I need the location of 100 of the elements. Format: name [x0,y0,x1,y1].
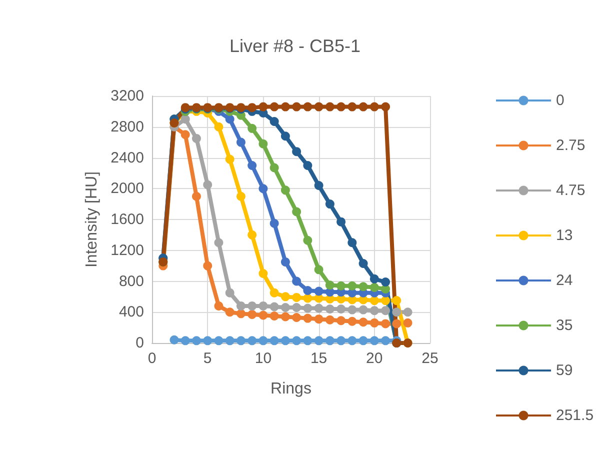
point [236,192,246,201]
point [258,102,268,112]
point [280,102,290,112]
point [348,281,357,290]
point [225,114,234,124]
point [258,301,268,310]
legend-label: 24 [556,272,573,289]
point [303,160,312,170]
chart-title: Liver #8 - CB5-1 [229,36,361,56]
point [180,130,190,140]
point [370,274,379,284]
point [314,181,324,190]
y-tick-label: 2800 [110,118,144,136]
point [358,259,368,268]
point [336,217,346,226]
point [314,314,324,324]
point [270,288,279,298]
point [325,102,334,112]
point [325,304,334,314]
point [270,311,279,320]
point [370,102,379,112]
point [225,288,234,298]
point [203,336,212,346]
point [358,318,368,327]
point [370,318,379,328]
point [358,282,368,292]
point [303,336,312,346]
point [225,336,234,346]
point [280,292,290,302]
point [214,301,224,310]
point [292,207,302,216]
point [280,257,290,266]
point [392,296,402,306]
point [248,124,257,133]
point [314,304,324,313]
x-tick-label: 5 [203,350,212,367]
point [314,265,324,274]
point [370,336,379,346]
point [381,336,390,346]
point [248,230,257,240]
legend-label: 0 [556,92,564,109]
point [381,278,390,287]
point [370,296,379,306]
x-tick-label: 15 [310,350,328,367]
point [348,336,357,346]
point [292,302,302,312]
point [292,336,302,346]
point [214,122,224,132]
y-tick-label: 2400 [110,149,144,166]
point [258,310,268,320]
point [314,102,324,112]
y-tick-label: 400 [118,304,144,321]
point [303,286,312,296]
point [348,316,357,326]
point [325,200,334,209]
point [403,308,412,317]
point [358,102,368,112]
point [270,218,279,228]
y-tick-label: 1200 [110,242,144,259]
point [258,336,268,346]
y-tick-label: 2000 [110,180,144,198]
point [370,282,379,292]
point [348,102,357,112]
point [270,336,279,346]
x-tick-label: 10 [254,350,272,367]
point [180,114,190,124]
point [325,315,334,324]
point [248,310,257,319]
point [348,305,357,314]
point [258,269,268,278]
point [236,336,246,346]
legend-label: 59 [556,362,573,379]
point [303,304,312,313]
point [303,294,312,303]
point [214,238,224,248]
point [236,138,246,147]
point [336,316,346,326]
point [348,238,357,248]
point [270,163,279,172]
point [392,308,402,317]
point [381,296,390,306]
point [381,306,390,316]
point [381,319,390,328]
x-tick-label: 0 [148,350,156,367]
point [270,302,279,312]
y-tick-label: 3200 [110,88,144,104]
point [325,280,334,290]
point [248,103,257,112]
point [280,132,290,141]
point [280,312,290,322]
legend-label: 4.75 [556,182,586,199]
point [280,186,290,195]
point [225,308,234,317]
point [270,116,279,126]
point [192,134,201,143]
point [192,336,201,346]
legend-label: 2.75 [556,137,586,154]
x-tick-label: 25 [422,350,438,367]
point [258,139,268,148]
point [314,336,324,346]
